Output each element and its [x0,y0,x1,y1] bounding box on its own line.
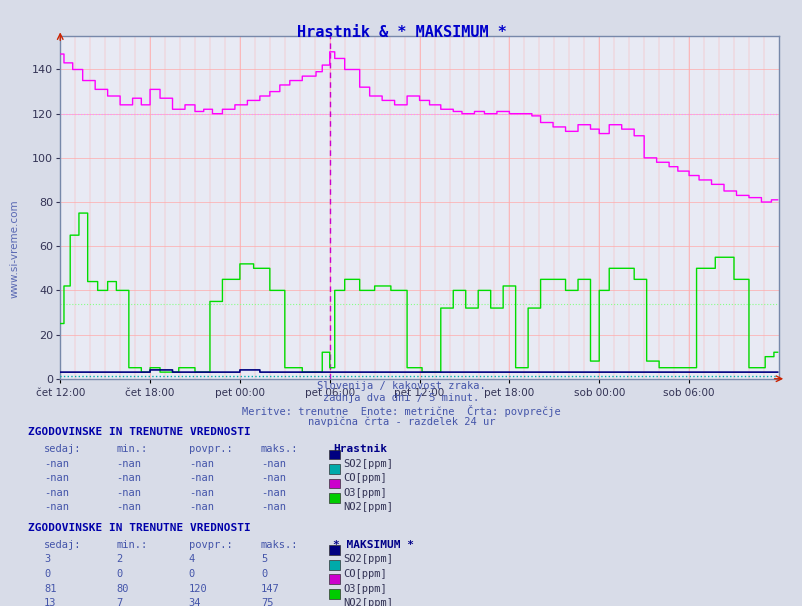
Text: -nan: -nan [44,488,69,498]
Text: 5: 5 [261,554,267,565]
Text: 7: 7 [116,598,123,606]
Text: 120: 120 [188,584,207,594]
Text: min.:: min.: [116,540,148,550]
Text: www.si-vreme.com: www.si-vreme.com [10,199,19,298]
Text: Slovenija / kakovost zraka.: Slovenija / kakovost zraka. [317,381,485,391]
Text: Hrastnik: Hrastnik [333,444,387,454]
Text: ZGODOVINSKE IN TRENUTNE VREDNOSTI: ZGODOVINSKE IN TRENUTNE VREDNOSTI [28,427,250,438]
Text: -nan: -nan [116,459,141,469]
Text: CO[ppm]: CO[ppm] [342,473,386,484]
Text: SO2[ppm]: SO2[ppm] [342,459,392,469]
Text: -nan: -nan [188,459,213,469]
Text: 4: 4 [188,554,195,565]
Text: -nan: -nan [44,473,69,484]
Text: sedaj:: sedaj: [44,444,82,454]
Text: 0: 0 [116,569,123,579]
Text: -nan: -nan [44,459,69,469]
Text: NO2[ppm]: NO2[ppm] [342,598,392,606]
Text: navpična črta - razdelek 24 ur: navpična črta - razdelek 24 ur [307,417,495,427]
Text: -nan: -nan [44,502,69,513]
Text: SO2[ppm]: SO2[ppm] [342,554,392,565]
Text: -nan: -nan [261,473,286,484]
Text: povpr.:: povpr.: [188,540,232,550]
Text: 0: 0 [44,569,51,579]
Text: maks.:: maks.: [261,540,298,550]
Text: 3: 3 [44,554,51,565]
Text: -nan: -nan [188,473,213,484]
Text: povpr.:: povpr.: [188,444,232,454]
Text: -nan: -nan [261,459,286,469]
Text: -nan: -nan [188,488,213,498]
Text: min.:: min.: [116,444,148,454]
Text: -nan: -nan [188,502,213,513]
Text: * MAKSIMUM *: * MAKSIMUM * [333,540,414,550]
Text: O3[ppm]: O3[ppm] [342,488,386,498]
Text: 0: 0 [261,569,267,579]
Text: 80: 80 [116,584,129,594]
Text: CO[ppm]: CO[ppm] [342,569,386,579]
Text: 75: 75 [261,598,273,606]
Text: 147: 147 [261,584,279,594]
Text: 34: 34 [188,598,201,606]
Text: ZGODOVINSKE IN TRENUTNE VREDNOSTI: ZGODOVINSKE IN TRENUTNE VREDNOSTI [28,523,250,533]
Text: -nan: -nan [116,502,141,513]
Text: zadnja dva dni / 5 minut.: zadnja dva dni / 5 minut. [323,393,479,403]
Text: Hrastnik & * MAKSIMUM *: Hrastnik & * MAKSIMUM * [296,25,506,41]
Text: -nan: -nan [261,502,286,513]
Text: Meritve: trenutne  Enote: metrične  Črta: povprečje: Meritve: trenutne Enote: metrične Črta: … [242,405,560,417]
Text: 81: 81 [44,584,57,594]
Text: -nan: -nan [116,473,141,484]
Text: NO2[ppm]: NO2[ppm] [342,502,392,513]
Text: O3[ppm]: O3[ppm] [342,584,386,594]
Text: 0: 0 [188,569,195,579]
Text: -nan: -nan [261,488,286,498]
Text: maks.:: maks.: [261,444,298,454]
Text: 2: 2 [116,554,123,565]
Text: sedaj:: sedaj: [44,540,82,550]
Text: 13: 13 [44,598,57,606]
Text: -nan: -nan [116,488,141,498]
